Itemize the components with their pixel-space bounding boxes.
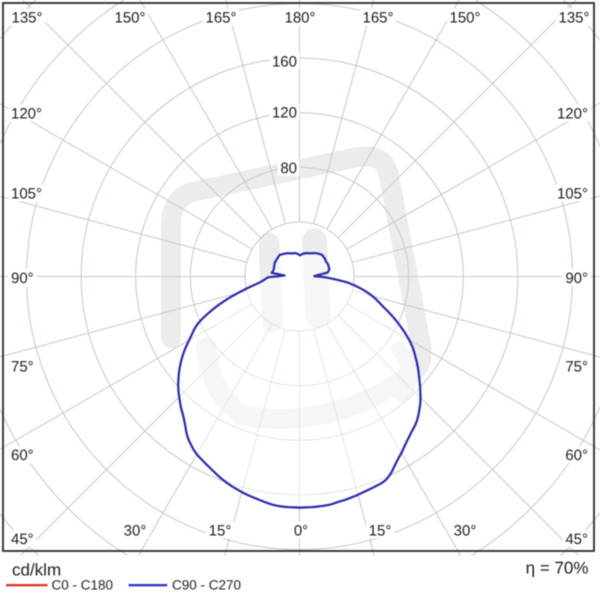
svg-text:15°: 15° (209, 522, 232, 539)
svg-text:180°: 180° (284, 9, 315, 26)
svg-text:45°: 45° (11, 531, 34, 548)
svg-text:150°: 150° (449, 9, 480, 26)
svg-text:0°: 0° (294, 522, 308, 539)
svg-text:45°: 45° (565, 531, 588, 548)
svg-text:C90 - C270: C90 - C270 (172, 577, 241, 592)
svg-text:90°: 90° (565, 270, 588, 287)
svg-text:135°: 135° (11, 9, 42, 26)
svg-text:30°: 30° (124, 522, 147, 539)
svg-text:80: 80 (280, 160, 297, 177)
svg-text:75°: 75° (11, 358, 34, 375)
svg-text:105°: 105° (557, 185, 588, 202)
svg-text:90°: 90° (11, 270, 34, 287)
svg-text:120°: 120° (557, 105, 588, 122)
svg-text:160: 160 (272, 53, 297, 70)
svg-text:30°: 30° (454, 522, 477, 539)
svg-text:165°: 165° (362, 9, 393, 26)
svg-text:60°: 60° (565, 447, 588, 464)
svg-text:C0 - C180: C0 - C180 (52, 577, 114, 592)
svg-text:165°: 165° (205, 9, 236, 26)
svg-text:105°: 105° (11, 185, 42, 202)
svg-text:cd/klm: cd/klm (12, 561, 61, 580)
svg-text:60°: 60° (11, 447, 34, 464)
svg-text:75°: 75° (565, 358, 588, 375)
svg-text:η = 70%: η = 70% (526, 559, 589, 578)
svg-text:135°: 135° (558, 9, 589, 26)
svg-text:120: 120 (272, 104, 297, 121)
svg-text:120°: 120° (11, 105, 42, 122)
svg-text:150°: 150° (114, 9, 145, 26)
svg-text:15°: 15° (369, 522, 392, 539)
